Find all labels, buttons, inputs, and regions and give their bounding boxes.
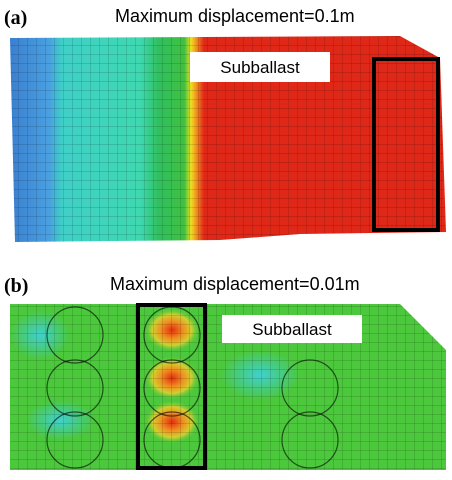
- figure: (a) Maximum displacement=0.1m Subballast…: [0, 0, 452, 480]
- annotation: Subballast: [220, 58, 300, 77]
- panel-a: (a) Maximum displacement=0.1m Subballast: [4, 6, 446, 242]
- panel-b: (b) Maximum displacement=0.01m Subballas…: [4, 274, 446, 470]
- panel-label: (b): [4, 275, 28, 297]
- panel-title: Maximum displacement=0.01m: [110, 274, 360, 294]
- annotation: Subballast: [252, 320, 332, 339]
- panel-title: Maximum displacement=0.1m: [115, 6, 355, 26]
- panel-label: (a): [4, 7, 27, 29]
